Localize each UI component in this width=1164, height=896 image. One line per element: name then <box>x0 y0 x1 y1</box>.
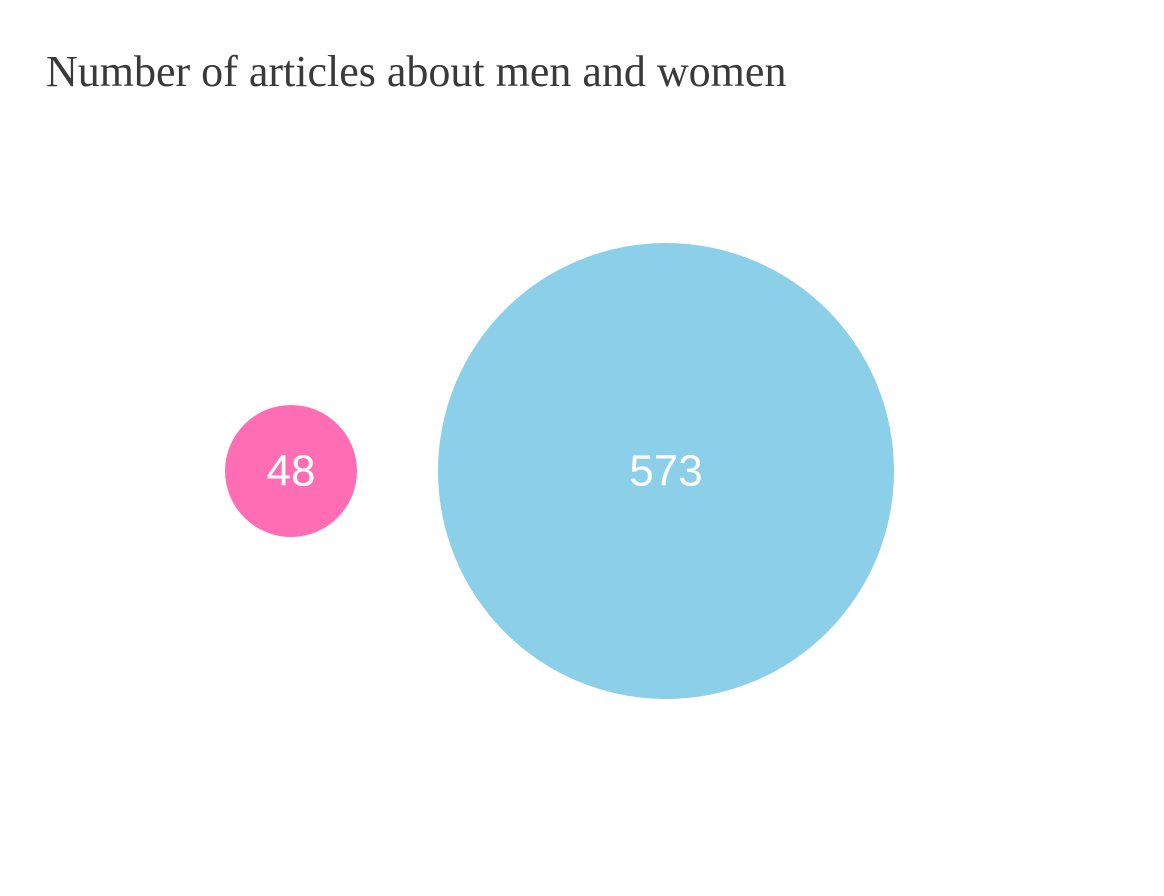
bubble-group: 48 573 <box>225 243 894 699</box>
bubble-0 <box>225 405 357 537</box>
chart-title: Number of articles about men and women <box>46 47 787 96</box>
bubble-value-label-0: 48 <box>267 447 316 496</box>
bubble-value-label-1: 573 <box>629 447 702 496</box>
bubble-1 <box>438 243 894 699</box>
